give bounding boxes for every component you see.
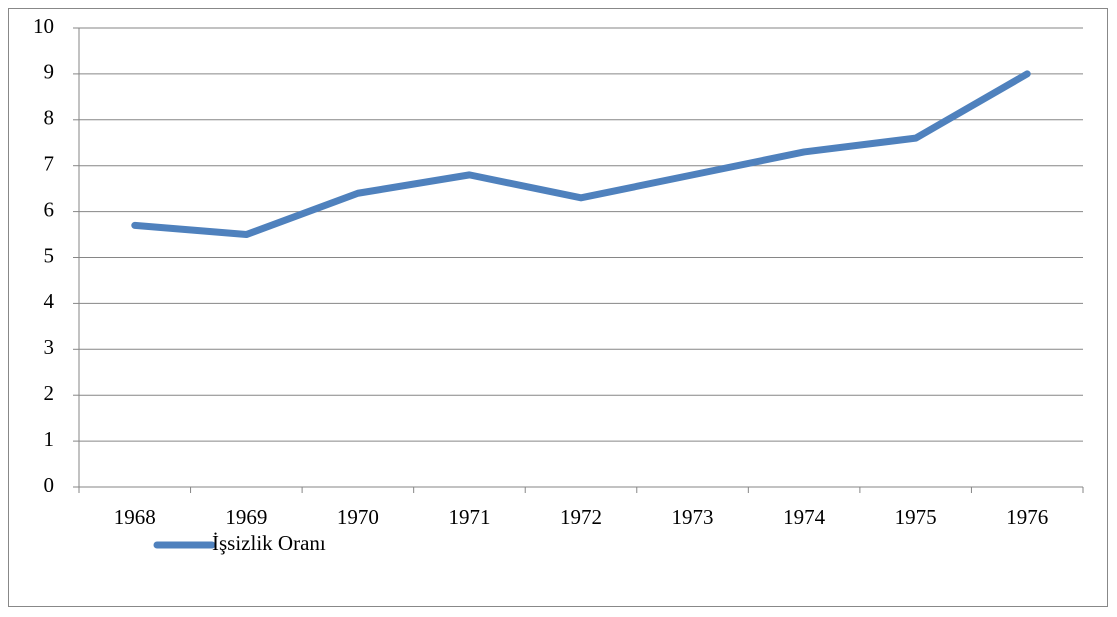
- y-tick-label: 1: [44, 427, 55, 451]
- data-line: [131, 70, 1031, 239]
- x-tick-label: 1969: [225, 505, 267, 529]
- x-tick-label: 1970: [337, 505, 379, 529]
- x-tick-label: 1968: [114, 505, 156, 529]
- y-tick-label: 6: [44, 197, 55, 221]
- y-tick-label: 10: [33, 14, 54, 38]
- x-tick-label: 1973: [672, 505, 714, 529]
- y-tick-label: 9: [44, 60, 55, 84]
- x-tick-label: 1976: [1006, 505, 1048, 529]
- x-tick-label: 1972: [560, 505, 602, 529]
- y-tick-label: 2: [44, 381, 55, 405]
- x-tick-label: 1971: [448, 505, 490, 529]
- x-tick-label: 1974: [783, 505, 826, 529]
- y-tick-label: 8: [44, 106, 55, 130]
- legend-label: İşsizlik Oranı: [212, 531, 326, 555]
- y-tick-label: 7: [44, 152, 55, 176]
- y-tick-label: 5: [44, 243, 55, 267]
- chart-border: [8, 8, 1108, 607]
- y-tick-label: 0: [44, 473, 55, 497]
- x-tick-label: 1975: [895, 505, 937, 529]
- y-tick-label: 3: [44, 335, 55, 359]
- y-tick-label: 4: [44, 289, 55, 313]
